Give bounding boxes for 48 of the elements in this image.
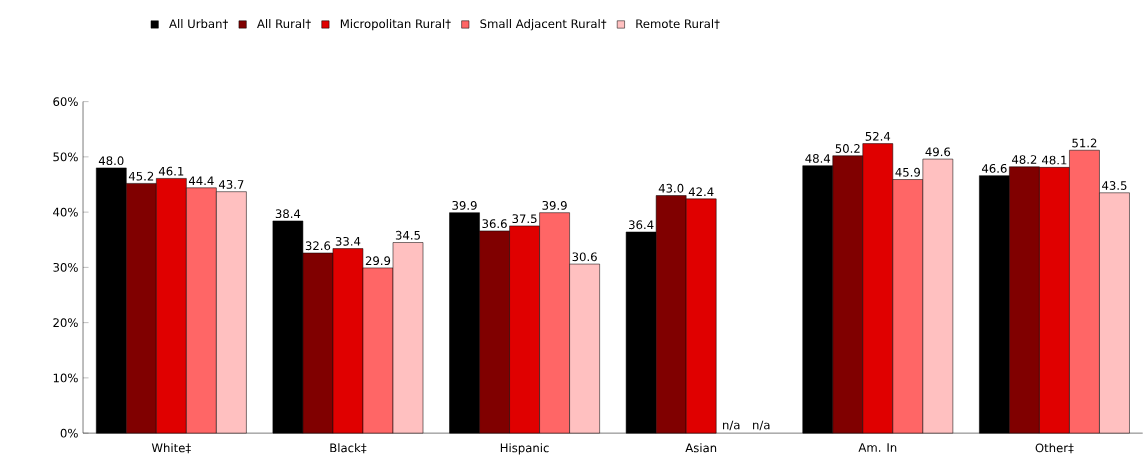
y-tick-label: 20% <box>53 318 78 328</box>
text: n/a <box>723 420 740 431</box>
data-label: 38.4 <box>275 209 301 219</box>
x-tick-label: White‡ <box>151 443 191 454</box>
data-label: 43.0 <box>658 183 684 193</box>
x-tick-label: Hispanic <box>500 443 549 455</box>
data-label: 48.0 <box>98 156 124 166</box>
data-label: 30.6 <box>572 252 597 262</box>
x-tick-label: Black‡ <box>330 443 367 454</box>
data-label: 34.5 <box>395 230 420 240</box>
data-label: 45.2 <box>128 171 154 181</box>
data-label: 42.4 <box>688 187 714 197</box>
data-label: 49.6 <box>925 147 951 157</box>
legend-label: All Rural† <box>257 19 311 30</box>
legend-label: All Urban† <box>169 19 228 30</box>
data-label: 32.6 <box>305 241 331 251</box>
y-tick-label: 40% <box>53 207 78 217</box>
legend-label: Small Adjacent Rural† <box>480 19 607 31</box>
data-label: 48.4 <box>805 154 831 163</box>
data-label: 46.1 <box>158 166 184 176</box>
data-label: 29.9 <box>365 256 391 266</box>
y-tick-label: 10% <box>53 373 78 383</box>
data-label: 36.6 <box>482 219 507 229</box>
data-label: 43.7 <box>218 180 244 189</box>
data-label: 33.4 <box>335 236 361 246</box>
x-tick-label: Asian <box>685 443 717 453</box>
text: n/a <box>753 420 770 431</box>
data-label: 39.9 <box>452 201 477 210</box>
y-tick-label: 0% <box>60 428 78 438</box>
legend-label: Micropolitan Rural† <box>340 19 451 31</box>
data-label: 48.2 <box>1011 155 1037 165</box>
data-label: 51.2 <box>1072 138 1097 148</box>
y-tick-label: 50% <box>53 152 78 162</box>
data-label: 36.4 <box>629 220 654 230</box>
data-label: 48.1 <box>1042 155 1067 165</box>
legend-label: Remote Rural† <box>636 19 720 30</box>
data-label: 46.6 <box>981 164 1007 173</box>
y-tick-label: 30% <box>53 263 78 272</box>
data-label: 39.9 <box>542 201 567 210</box>
data-label: 45.9 <box>895 167 920 177</box>
x-tick-label: Other‡ <box>1035 443 1074 454</box>
y-tick-label: 60% <box>53 97 78 107</box>
x-tick-label: Am. In <box>858 443 897 452</box>
data-label: 44.4 <box>188 176 214 186</box>
data-label: 50.2 <box>835 144 860 153</box>
data-label: 43.5 <box>1102 181 1127 190</box>
data-label: 52.4 <box>865 132 891 141</box>
data-label: 37.5 <box>512 214 537 224</box>
